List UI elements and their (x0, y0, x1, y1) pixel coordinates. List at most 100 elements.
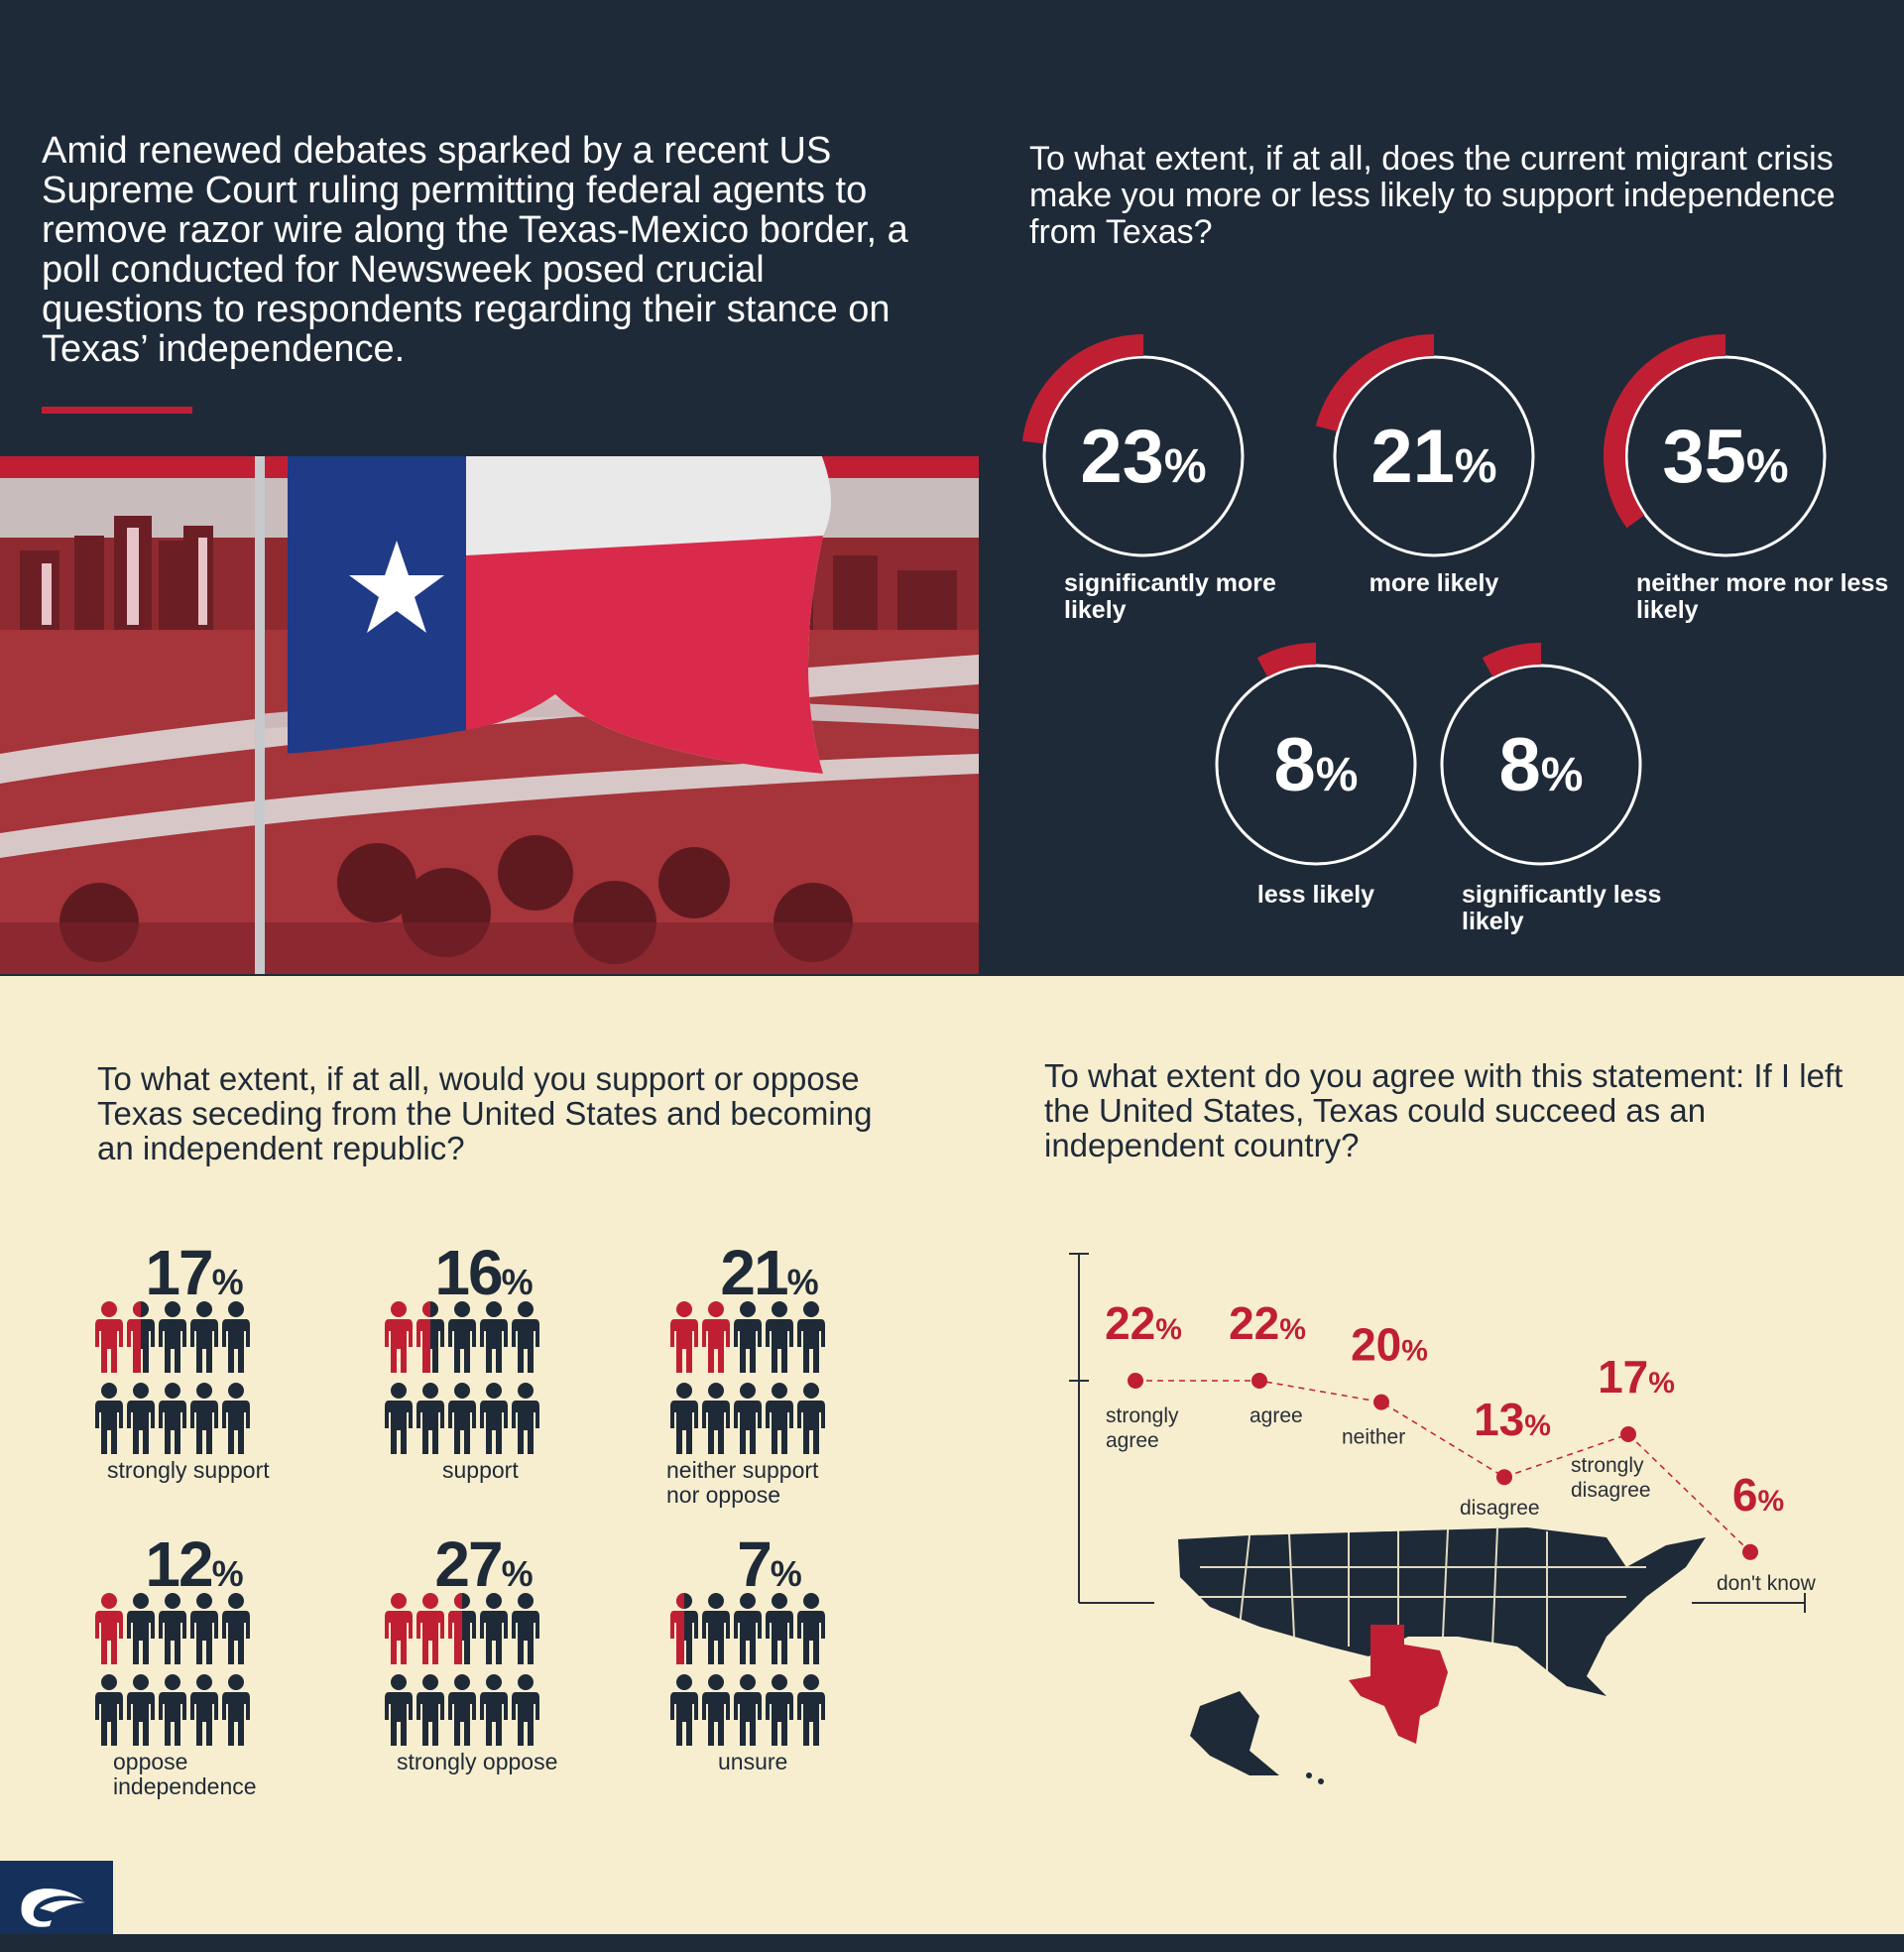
person-icon (416, 1383, 444, 1454)
accent-rule (42, 407, 192, 414)
person-icon (734, 1301, 762, 1373)
bottom-panel (0, 976, 1904, 1952)
person-icon (190, 1593, 218, 1664)
data-point (1373, 1394, 1389, 1410)
person-icon (95, 1301, 123, 1373)
person-icon (222, 1674, 250, 1746)
pictogram-label: support (442, 1457, 519, 1483)
intro-text: Amid renewed debates sparked by a recent… (42, 130, 908, 370)
person-icon (670, 1674, 698, 1746)
person-icon (797, 1593, 825, 1664)
person-icon (416, 1674, 444, 1746)
series-line (1135, 1380, 1751, 1553)
person-icon (734, 1674, 762, 1746)
data-point (1742, 1543, 1758, 1560)
category-label: disagree (1460, 1497, 1540, 1520)
person-icon (95, 1383, 123, 1454)
person-icon (512, 1301, 539, 1373)
person-icon (670, 1593, 698, 1664)
person-icon (159, 1674, 186, 1746)
data-point (1128, 1373, 1143, 1389)
data-label: 13% (1474, 1394, 1551, 1445)
people-grid (385, 1301, 539, 1454)
data-label: 20% (1351, 1319, 1428, 1371)
succeed-line-chart: 22% strongly agree 22% agree 20% neither 13% dis… (1069, 1253, 1817, 1784)
question-succeed: To what extent do you agree with this st… (1044, 1057, 1844, 1163)
person-icon (766, 1301, 793, 1373)
broadcaster-logo (0, 1861, 113, 1940)
person-icon (766, 1593, 793, 1664)
person-icon (480, 1383, 508, 1454)
question-migrant-crisis: To what extent, if at all, does the curr… (1029, 140, 1836, 251)
person-icon (480, 1593, 508, 1664)
category-label: agree (1250, 1404, 1303, 1427)
person-icon (127, 1593, 155, 1664)
people-grid (95, 1593, 250, 1746)
data-label: 17% (1598, 1351, 1675, 1403)
person-icon (416, 1593, 444, 1664)
texas-flag-photo (0, 456, 979, 974)
people-grid (385, 1593, 539, 1746)
pictogram-value: 21% (720, 1237, 819, 1308)
person-icon (480, 1301, 508, 1373)
category-label: neither (1342, 1426, 1405, 1449)
footer-bar (0, 1934, 1904, 1952)
person-icon (95, 1593, 123, 1664)
person-icon (512, 1674, 539, 1746)
data-point (1496, 1469, 1512, 1486)
people-grid (670, 1593, 825, 1746)
pictogram-label: neither support nor oppose (666, 1457, 819, 1508)
person-icon (512, 1383, 539, 1454)
donut-label: more likely (1368, 569, 1499, 597)
pictogram-label: strongly oppose (397, 1749, 558, 1774)
pictogram-label: strongly support (107, 1457, 270, 1483)
person-icon (734, 1593, 762, 1664)
person-icon (190, 1383, 218, 1454)
pictogram-value: 16% (434, 1237, 534, 1308)
donut-label: significantly less likely (1462, 881, 1662, 935)
person-icon (416, 1301, 444, 1373)
person-icon (222, 1301, 250, 1373)
data-point (1620, 1426, 1636, 1442)
person-icon (127, 1383, 155, 1454)
person-icon (797, 1383, 825, 1454)
donut-label: less likely (1256, 881, 1375, 909)
person-icon (95, 1674, 123, 1746)
pictogram-value: 12% (145, 1528, 244, 1600)
person-icon (702, 1383, 730, 1454)
person-icon (797, 1674, 825, 1746)
person-icon (480, 1674, 508, 1746)
person-icon (670, 1301, 698, 1373)
person-icon (222, 1383, 250, 1454)
question-secession: To what extent, if at all, would you sup… (97, 1060, 873, 1166)
donut-label: significantly more likely (1064, 569, 1276, 624)
person-icon (702, 1593, 730, 1664)
person-icon (159, 1383, 186, 1454)
person-icon (797, 1301, 825, 1373)
person-icon (385, 1593, 413, 1664)
person-icon (734, 1383, 762, 1454)
logo-mark-icon (21, 1889, 85, 1927)
data-label: 22% (1105, 1297, 1182, 1349)
data-label: 6% (1732, 1469, 1784, 1521)
people-grid (95, 1301, 250, 1454)
person-icon (766, 1383, 793, 1454)
person-icon (190, 1301, 218, 1373)
pictogram-label: unsure (718, 1749, 788, 1774)
donut-label: neither more nor less likely (1636, 569, 1889, 624)
pictogram-value: 27% (434, 1528, 534, 1600)
pictogram-label: oppose independence (113, 1749, 257, 1799)
category-label: strongly disagree (1571, 1454, 1651, 1502)
us-map (1178, 1527, 1706, 1784)
person-icon (385, 1301, 413, 1373)
person-icon (385, 1383, 413, 1454)
person-icon (448, 1383, 476, 1454)
people-grid (670, 1301, 825, 1454)
person-icon (448, 1593, 476, 1664)
person-icon (159, 1593, 186, 1664)
person-icon (448, 1674, 476, 1746)
category-label: don't know (1717, 1572, 1817, 1595)
person-icon (190, 1674, 218, 1746)
person-icon (127, 1674, 155, 1746)
person-icon (702, 1301, 730, 1373)
